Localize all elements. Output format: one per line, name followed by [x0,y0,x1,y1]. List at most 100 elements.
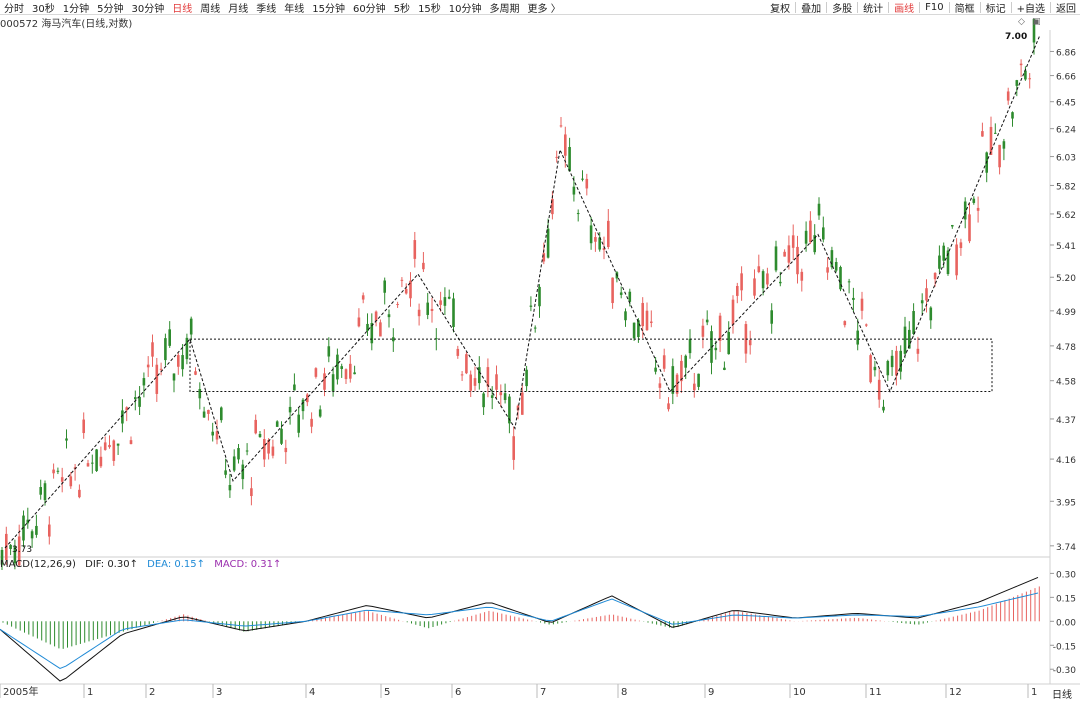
period-tab-12[interactable]: 5秒 [393,3,411,15]
price-tick: 6.66 [1056,73,1076,83]
candle-body [121,410,124,424]
period-label: 日线 [1052,690,1072,701]
candle-body [607,220,610,248]
candle-body [473,378,477,386]
candle-body [989,126,993,155]
candle-body [611,277,614,304]
candle-body [1006,91,1010,101]
candle-body [521,392,524,415]
candle-body [787,245,791,263]
high-price-label: 7.00 [1005,32,1027,42]
period-tab-14[interactable]: 10分钟 [448,3,482,15]
candle-body [529,305,533,307]
candle-body [486,367,490,387]
candle-body [542,253,546,262]
candle-body [499,392,503,396]
candle-body [933,272,937,280]
candle-body [400,279,404,281]
period-tab-9[interactable]: 年线 [284,3,305,15]
candle-body [370,323,374,344]
candle-body [478,367,481,384]
period-tab-11[interactable]: 60分钟 [352,3,386,15]
tool-button-4[interactable]: 画线 [894,3,915,15]
period-tab-7[interactable]: 月线 [228,3,249,15]
period-tab-10[interactable]: 15分钟 [312,3,345,15]
candle-body [701,325,705,337]
candle-body [847,281,851,283]
price-tick: 6.45 [1056,99,1076,109]
candle-body [48,524,51,537]
dif-value: DIF: 0.30↑ [85,559,138,570]
candle-body [998,144,1001,168]
candle-body [671,366,675,394]
candle-body [271,446,275,456]
candle-body [886,360,890,376]
candle-body [168,329,171,346]
candle-body [744,324,748,354]
time-tick: 4 [309,687,315,698]
period-tab-1[interactable]: 30秒 [32,3,55,15]
tool-button-0[interactable]: 复权 [770,3,791,15]
candle-body [628,291,632,302]
period-tab-3[interactable]: 5分钟 [97,3,124,15]
candle-body [929,307,933,321]
candle-body [675,374,679,394]
candle-body [181,355,184,370]
tool-button-7[interactable]: 标记 [985,3,1006,15]
period-tab-2[interactable]: 1分钟 [62,3,90,15]
candle-body [1032,19,1036,43]
stock-title[interactable]: 000572 海马汽车(日线,对数) [0,19,133,30]
candle-body [108,444,111,448]
drawn-lines: 3.73 7.00 [4,32,1041,555]
low-price-label: 3.73 [12,545,32,555]
candle-body [572,186,576,195]
candle-body [52,469,55,474]
macd-panel: 0.30 0.15 0.00 -0.15 -0.30 [0,570,1076,682]
tool-button-5[interactable]: F10 [925,1,944,13]
candle-body [134,397,137,400]
time-tick: 1 [87,687,93,698]
candle-body [207,409,210,414]
candle-body [1002,141,1006,149]
window-icon[interactable]: ▣ [1032,17,1041,27]
candle-body [662,355,666,369]
candle-body [65,438,68,441]
tool-button-9[interactable]: 返回 [1056,3,1076,15]
tool-toolbar: 复权 叠加 多股 统计 画线 F10 简框 标记 +自选 返回 [766,0,1080,15]
candle-body [568,147,571,172]
time-tick: 10 [793,687,806,698]
candle-body [877,379,881,400]
period-tab-8[interactable]: 季线 [256,3,277,15]
tool-button-6[interactable]: 简框 [954,3,975,15]
period-tab-6[interactable]: 周线 [200,3,221,15]
candle-body [533,327,537,329]
candle-body [0,549,4,565]
candle-body [155,364,159,394]
candle-body [69,476,73,487]
candle-body [254,419,257,434]
price-tick: 6.03 [1056,154,1076,164]
period-tab-15[interactable]: 多周期 [489,3,520,15]
macd-legend: MACD(12,26,9) DIF: 0.30↑ DEA: 0.15↑ MACD… [0,559,287,570]
candle-body [353,372,356,375]
tool-button-2[interactable]: 多股 [832,3,853,15]
period-tab-0[interactable]: 分时 [4,3,24,15]
candle-body [1019,63,1023,66]
tool-button-1[interactable]: 叠加 [801,3,822,15]
candle-body [826,267,829,273]
period-tab-16[interactable]: 更多 〉 [527,3,561,15]
candle-body [654,367,657,372]
candle-body [17,536,21,566]
candle-body [693,383,696,391]
tool-button-3[interactable]: 统计 [863,3,884,15]
period-tab-4[interactable]: 30分钟 [131,3,165,15]
candle-body [443,297,447,306]
candle-body [112,440,116,461]
period-tab-13[interactable]: 15秒 [418,3,441,15]
tool-button-8[interactable]: +自选 [1016,3,1045,15]
candle-body [237,448,240,460]
period-tab-5[interactable]: 日线 [172,3,193,15]
candle-body [555,156,558,158]
diamond-icon[interactable]: ◇ [1018,17,1025,27]
